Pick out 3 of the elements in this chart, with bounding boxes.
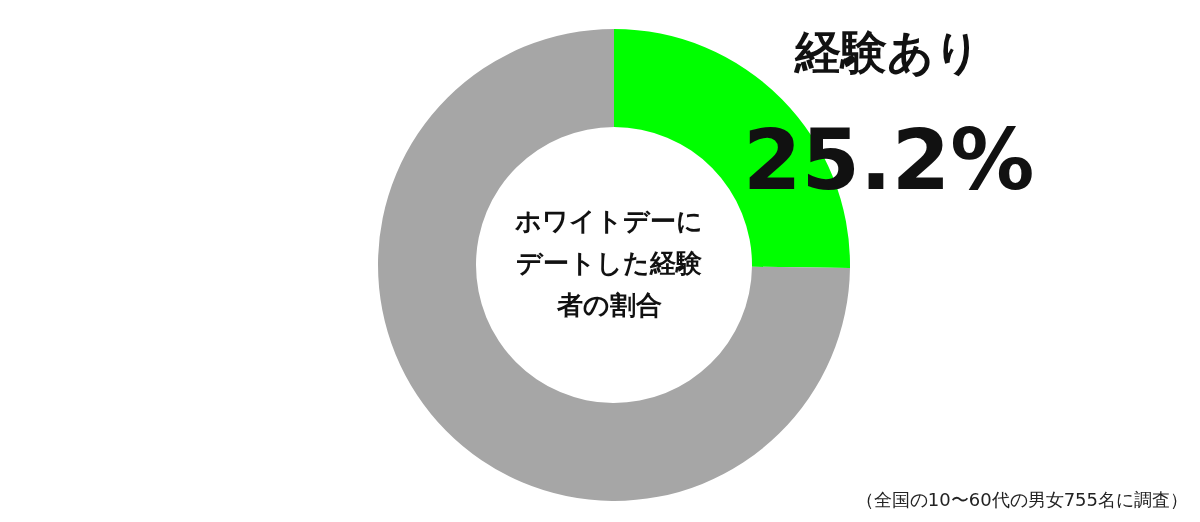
slice-label: 経験あり <box>793 24 982 81</box>
text: （全国の10〜60代の男女755名に調査） <box>855 488 1188 512</box>
text: ホワイトデーにデートした経験者の割合 <box>514 205 704 322</box>
